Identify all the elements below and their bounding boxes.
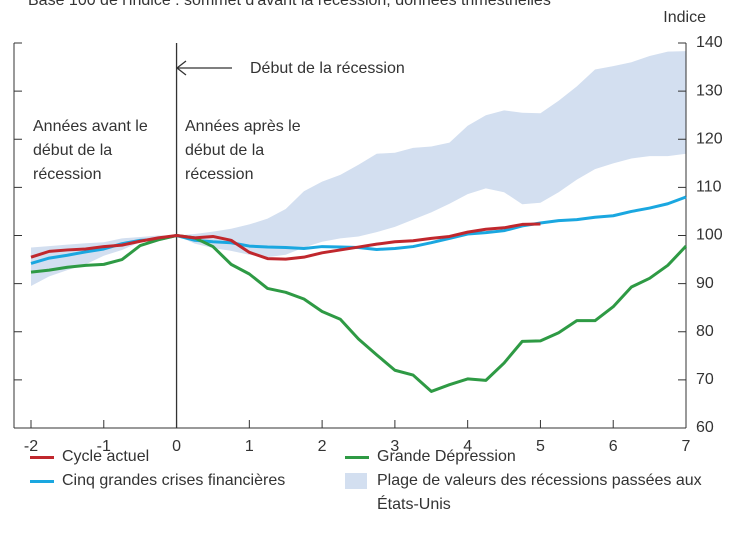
x-tick-label: -1 xyxy=(97,438,111,455)
y-tick-label: 110 xyxy=(696,179,722,196)
x-tick-label: 3 xyxy=(390,438,399,455)
legend-swatch xyxy=(30,480,54,483)
x-tick-label: 0 xyxy=(172,438,181,455)
arrow-head xyxy=(175,60,187,76)
x-tick-label: 2 xyxy=(318,438,327,455)
y-tick-label: 90 xyxy=(696,275,714,292)
annotation: Années avant le début de la récession xyxy=(33,118,148,183)
legend-label: Cinq grandes crises financières xyxy=(62,472,286,489)
legend-label: Cycle actuel xyxy=(62,448,150,465)
x-tick-label: 5 xyxy=(536,438,545,455)
legend-swatch xyxy=(30,456,54,459)
legend-item: Cinq grandes crises financières xyxy=(30,469,285,493)
legend-item: Plage de valeurs des récessions passées … xyxy=(345,469,715,517)
x-tick-label: -2 xyxy=(24,438,38,455)
y-tick-label: 70 xyxy=(696,371,714,388)
x-tick-label: 6 xyxy=(609,438,618,455)
legend-item: Cycle actuel xyxy=(30,445,149,469)
plot-area: 60 70 80 90 100 110 120 130 140 -2 -1 0 1 2 3 4 5 6 7 xyxy=(13,34,723,455)
y-tick-label: 60 xyxy=(696,419,714,436)
y-tick-label: 100 xyxy=(696,227,723,244)
legend-label: Grande Dépression xyxy=(377,448,516,465)
annotation: Début de la récession xyxy=(250,60,405,77)
legend-swatch xyxy=(345,473,367,489)
x-tick-label: 7 xyxy=(682,438,691,455)
y-tick-label: 120 xyxy=(696,130,723,147)
annotation: Années après le début de la récession xyxy=(185,118,301,183)
range-band xyxy=(31,51,686,287)
subtitle: Base 100 de l'indice : sommet d'avant la… xyxy=(28,0,551,9)
legend-swatch xyxy=(345,456,369,459)
y-tick-label: 130 xyxy=(696,82,723,99)
y-tick-label: 140 xyxy=(696,34,723,51)
line xyxy=(30,222,541,261)
legend-label: Plage de valeurs des récessions passées … xyxy=(377,472,702,513)
y-tick-label: 80 xyxy=(696,323,714,340)
legend-item: Grande Dépression xyxy=(345,445,516,469)
x-tick-label: 4 xyxy=(463,438,472,455)
x-tick-label: 1 xyxy=(245,438,254,455)
y-axis-label: Indice xyxy=(663,9,706,26)
line xyxy=(30,234,688,393)
